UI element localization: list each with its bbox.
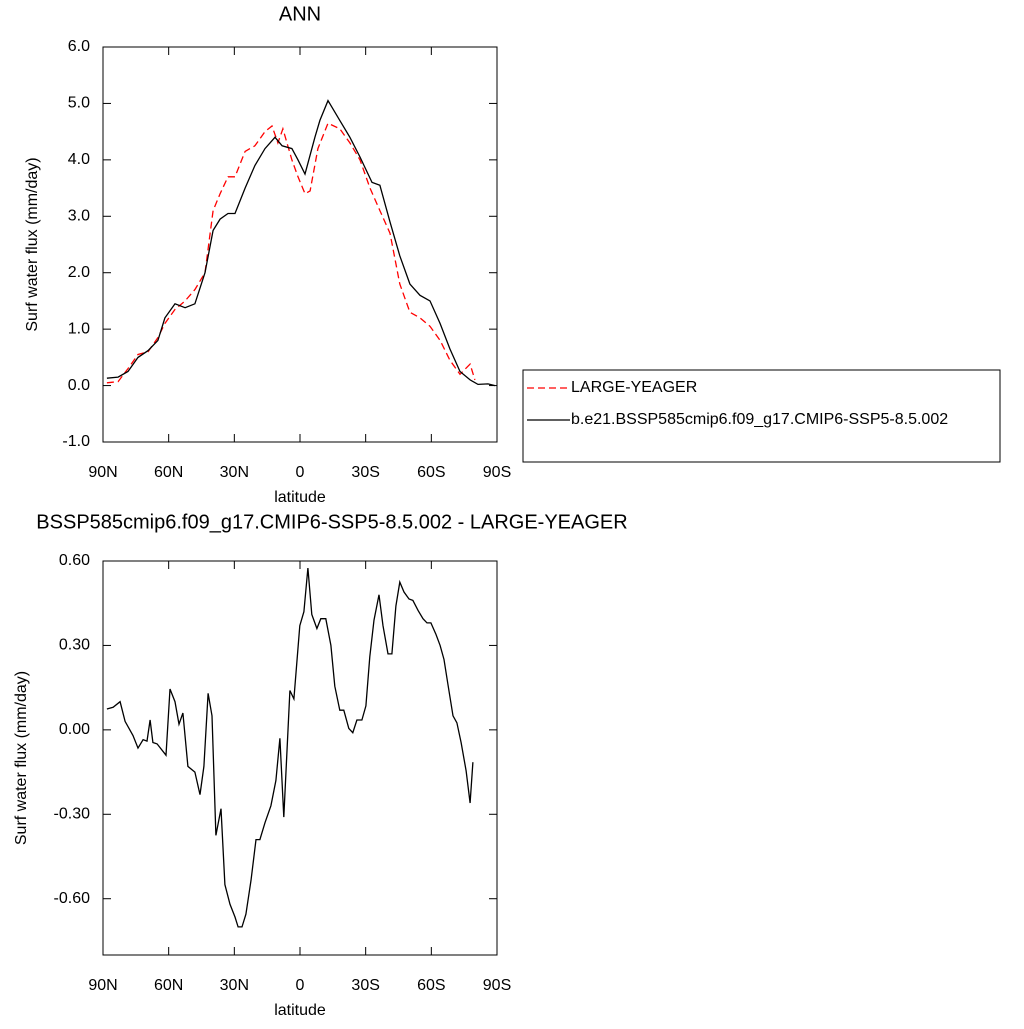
legend-box — [522, 369, 1001, 463]
data-line — [106, 567, 474, 928]
y-tick-label: -0.60 — [54, 890, 91, 907]
y-tick-label: -1.0 — [62, 433, 90, 450]
x-tick-label: 90N — [88, 977, 117, 994]
data-line — [106, 99, 496, 387]
x-tick-label: 30N — [220, 977, 249, 994]
y-tick-label: 0.30 — [59, 637, 90, 654]
x-axis-label: latitude — [274, 1002, 326, 1019]
y-tick-label: 0.60 — [59, 552, 90, 569]
y-axis-label: Surf water flux (mm/day) — [13, 671, 30, 845]
plot: BSSP585cmip6.f09_g17.CMIP6-SSP5-8.5.002 … — [13, 511, 627, 1019]
y-tick-label: 2.0 — [68, 264, 90, 281]
y-tick-label: 1.0 — [68, 320, 90, 337]
y-axis-label: Surf water flux (mm/day) — [24, 157, 41, 331]
x-tick-label: 30S — [351, 977, 379, 994]
x-tick-label: 90S — [483, 464, 511, 481]
plot-frame — [102, 46, 498, 443]
y-tick-label: -0.30 — [54, 806, 91, 823]
y-tick-label: 3.0 — [68, 208, 90, 225]
legend-label: LARGE-YEAGER — [571, 379, 697, 396]
x-axis-label: latitude — [274, 489, 326, 506]
chart-title: ANN — [279, 3, 321, 25]
data-line — [106, 122, 476, 384]
y-tick-label: 0.0 — [68, 377, 90, 394]
legend-label: b.e21.BSSP585cmip6.f09_g17.CMIP6-SSP5-8.… — [571, 411, 948, 428]
x-tick-label: 60S — [417, 977, 445, 994]
x-tick-label: 60N — [154, 464, 183, 481]
plot-frame — [102, 560, 498, 956]
chart-title: BSSP585cmip6.f09_g17.CMIP6-SSP5-8.5.002 … — [36, 511, 627, 533]
x-tick-label: 60S — [417, 464, 445, 481]
y-tick-label: 4.0 — [68, 151, 90, 168]
x-tick-label: 60N — [154, 977, 183, 994]
y-tick-label: 5.0 — [68, 95, 90, 112]
x-tick-label: 90N — [88, 464, 117, 481]
plot: ANN 90N 60N 30N 0 30S 60S 90S -1.0 0.0 1.0 2.0 3.0 4.… — [24, 3, 1001, 506]
x-tick-label: 0 — [296, 464, 305, 481]
x-tick-label: 0 — [296, 977, 305, 994]
y-tick-label: 0.00 — [59, 721, 90, 738]
x-tick-label: 90S — [483, 977, 511, 994]
x-tick-label: 30N — [220, 464, 249, 481]
y-tick-label: 6.0 — [68, 38, 90, 55]
x-tick-label: 30S — [351, 464, 379, 481]
